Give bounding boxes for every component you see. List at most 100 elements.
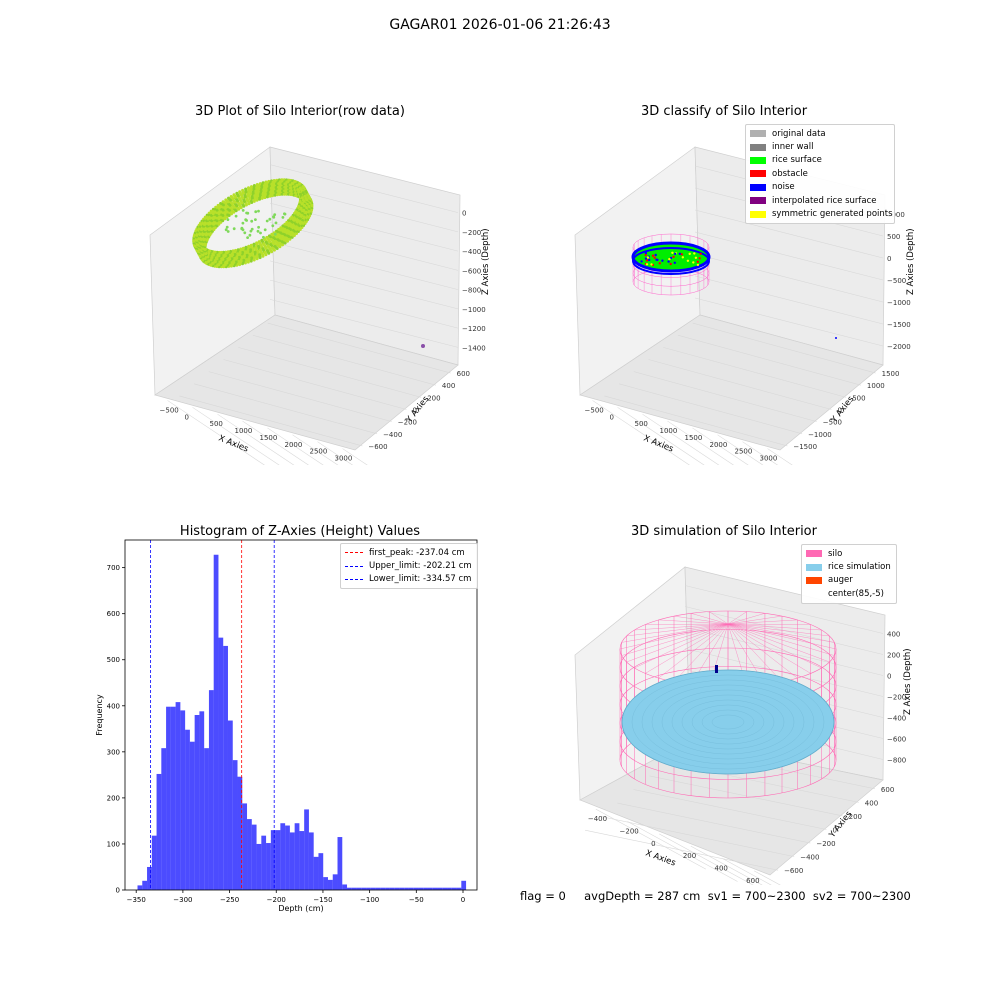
raw-scatter-point [242, 228, 245, 231]
raw-scatter-point [267, 187, 270, 190]
classify-point [647, 256, 649, 258]
raw-scatter-point [254, 195, 257, 198]
raw-scatter-point [242, 259, 245, 262]
cls-x-tick-label: 1000 [660, 427, 678, 435]
classify-legend-entry: obstacle [750, 167, 890, 180]
classify-point [674, 262, 676, 264]
hist-bar [266, 843, 271, 890]
cls-x-tick-label: 2500 [735, 448, 753, 456]
classify-legend-entry: rice surface [750, 154, 890, 167]
hist-x-tick-label: −300 [173, 896, 192, 904]
hist-x-tick-label: −50 [409, 896, 424, 904]
raw-scatter-point [253, 187, 256, 190]
classify-legend-swatch [750, 130, 766, 137]
raw-scatter-point [262, 242, 265, 245]
raw-scatter-point [301, 196, 304, 199]
hist-x-tick-label: −350 [127, 896, 146, 904]
raw-scatter-point [238, 256, 241, 259]
raw-scatter-point [264, 228, 267, 231]
raw-scatter-point [269, 243, 272, 246]
raw-scatter-point [272, 190, 275, 193]
raw-scatter-point [265, 184, 268, 187]
raw-scatter-point [243, 231, 246, 234]
raw-scatter-point [263, 251, 266, 254]
raw-3d-axes: −500050010001500200025003000 −600−400−20… [140, 135, 500, 465]
raw-scatter-point [271, 224, 274, 227]
classify-point [646, 263, 648, 265]
raw-scatter-point [257, 190, 260, 193]
classify-legend-entry: inner wall [750, 140, 890, 153]
hist-bar [280, 823, 285, 890]
sim-legend-entry: center(85,-5) [806, 587, 892, 600]
raw-y-tick-label: 600 [457, 370, 470, 378]
raw-scatter-point [254, 210, 257, 213]
classify-point [693, 252, 695, 254]
cls-z-tick-label: −1000 [887, 299, 911, 307]
raw-scatter-point [234, 249, 237, 252]
raw-scatter-point [234, 196, 237, 199]
cls-x-gridline [768, 449, 888, 465]
cls-x-tick-label: 500 [635, 420, 648, 428]
raw-scatter-point [305, 198, 308, 201]
classify-legend-label: interpolated rice surface [772, 196, 877, 206]
hist-bar [218, 638, 223, 890]
raw-scatter-point [231, 202, 234, 205]
hist-legend-swatch [345, 566, 363, 567]
raw-x-tick-label: 1500 [260, 434, 278, 442]
raw-scatter-point [266, 220, 269, 223]
raw-scatter-point [267, 239, 270, 242]
raw-scatter-point [274, 240, 277, 243]
raw-z-tick-label: −1000 [462, 306, 486, 314]
classify-point [648, 259, 650, 261]
sim-panel-title: 3D simulation of Silo Interior [574, 524, 874, 539]
raw-scatter-point [242, 247, 245, 250]
hist-bar [333, 874, 338, 890]
raw-scatter-point [242, 209, 245, 212]
hist-bar [161, 748, 166, 890]
classify-point [655, 259, 657, 261]
hist-bar [223, 646, 228, 890]
raw-scatter-point [244, 195, 247, 198]
sim-zlabel: Z Axies (Depth) [903, 648, 913, 715]
raw-scatter-point [236, 252, 239, 255]
raw-scatter-point [255, 241, 258, 244]
raw-scatter-point [239, 193, 242, 196]
hist-x-tick-label: −100 [360, 896, 379, 904]
raw-scatter-point [269, 195, 272, 198]
hist-bar [185, 730, 190, 890]
raw-scatter-point [270, 238, 273, 241]
raw-scatter-point [247, 189, 250, 192]
classify-point [654, 257, 656, 259]
hist-legend-swatch [345, 579, 363, 580]
raw-scatter-point [241, 196, 244, 199]
hist-y-tick-label: 100 [107, 840, 120, 848]
classify-legend: original data inner wall rice surface obsta… [745, 124, 895, 224]
raw-scatter-point [256, 254, 259, 257]
sim-x-tick-label: 200 [683, 852, 696, 860]
raw-scatter-point [254, 251, 257, 254]
cls-z-tick-label: −2000 [887, 343, 911, 351]
sim-z-tick-label: 0 [887, 673, 891, 681]
raw-scatter-point [250, 256, 253, 259]
sim-y-tick-label: 400 [865, 799, 878, 807]
classify-point [650, 263, 652, 265]
classify-point [699, 257, 701, 259]
cls-x-tick-label: −500 [585, 406, 604, 414]
hist-bar [461, 881, 466, 890]
sim-legend-entry: rice simulation [806, 560, 892, 573]
raw-scatter-point [227, 218, 230, 221]
classify-panel-title: 3D classify of Silo Interior [574, 104, 874, 119]
raw-scatter-point [246, 199, 249, 202]
sim-y-tick-label: −600 [784, 867, 803, 875]
classify-point [655, 254, 657, 256]
hist-bar [338, 837, 343, 890]
raw-x-tick-label: 500 [210, 420, 223, 428]
raw-scatter-point [262, 188, 265, 191]
raw-x-tick-label: 2500 [310, 448, 328, 456]
hist-bar [214, 555, 219, 890]
raw-scatter-point [239, 248, 242, 251]
raw-scatter-point [235, 209, 238, 212]
raw-scatter-point [258, 186, 261, 189]
classify-point [692, 261, 694, 263]
classify-legend-label: rice surface [772, 155, 822, 165]
